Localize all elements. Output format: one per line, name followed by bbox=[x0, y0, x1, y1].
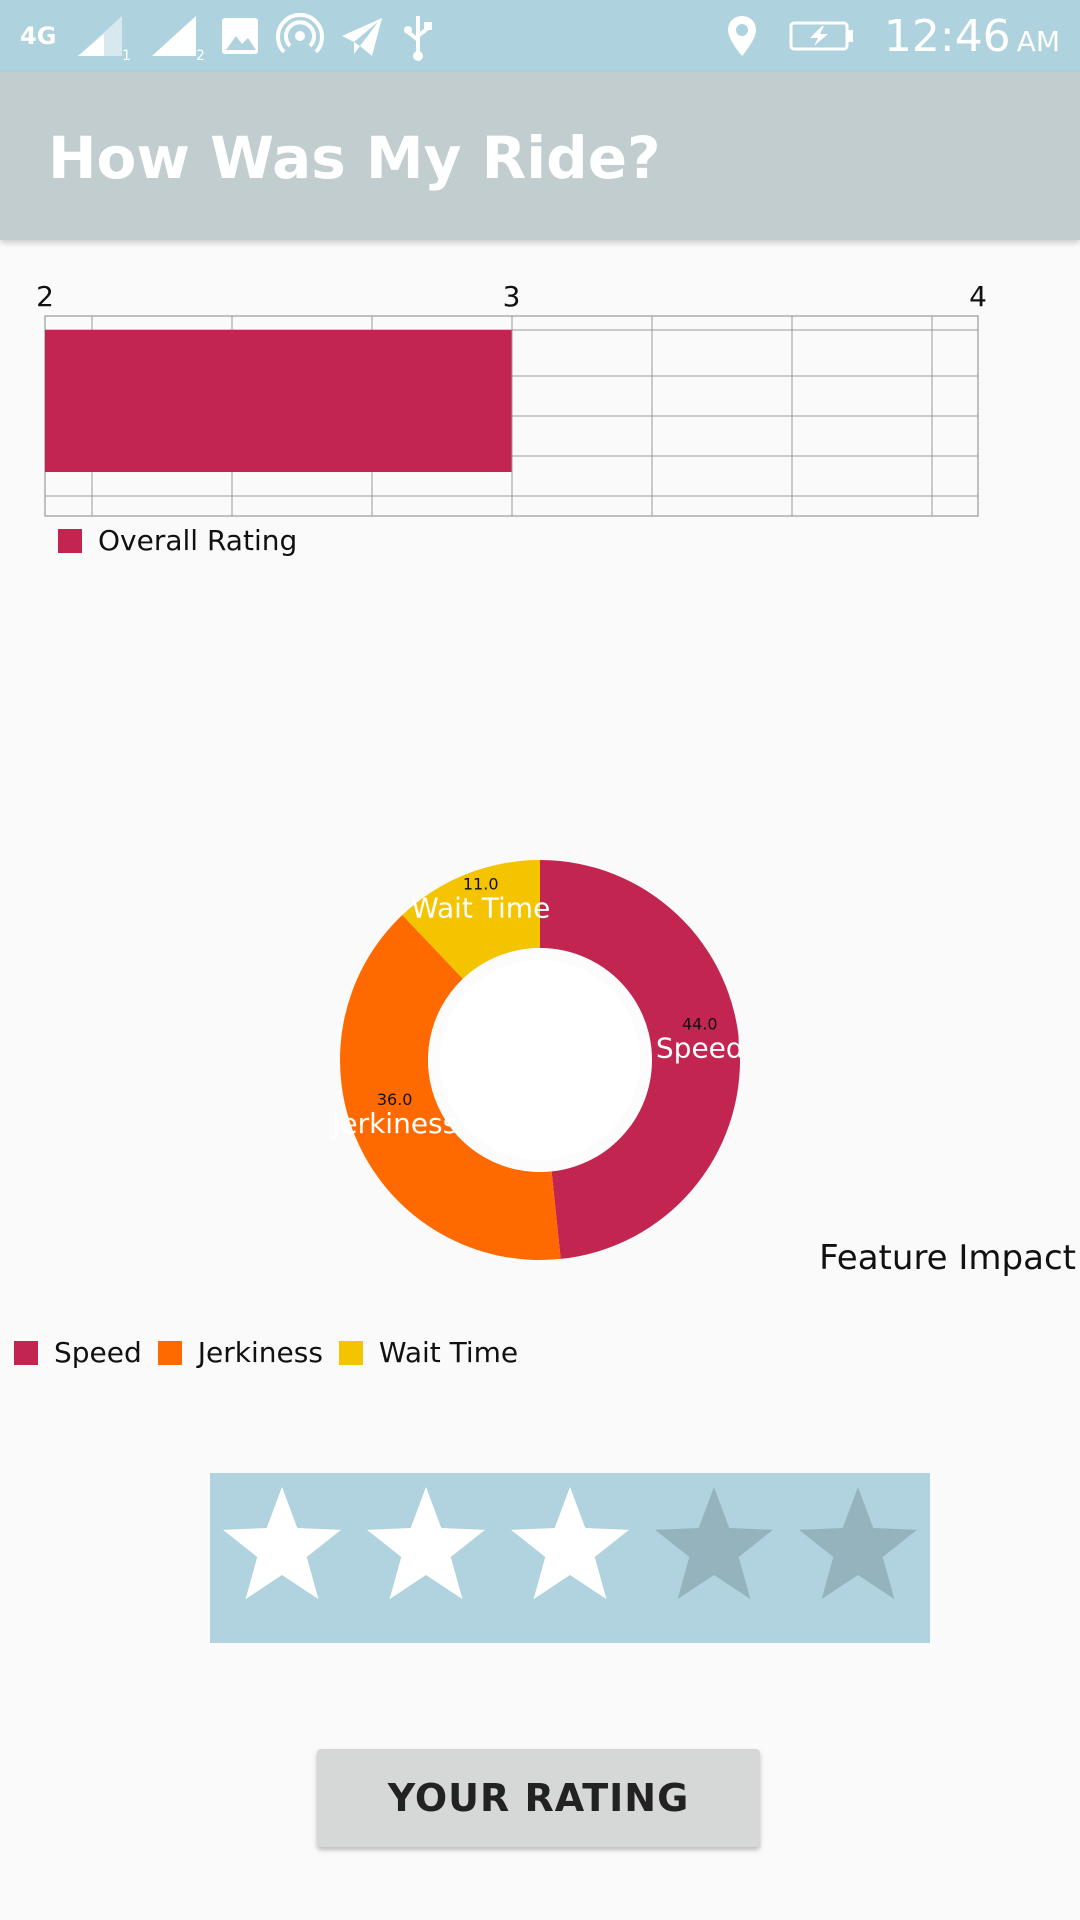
donut-slice-wait-time[interactable] bbox=[402, 860, 540, 979]
legend-swatch-jerkiness bbox=[157, 1340, 182, 1365]
svg-text:1: 1 bbox=[122, 48, 130, 62]
overall-rating-legend-label: Overall Rating bbox=[98, 524, 298, 557]
battery-charging-icon bbox=[789, 21, 853, 51]
svg-text:2: 2 bbox=[196, 48, 204, 62]
x-tick-label: 3 bbox=[503, 280, 521, 313]
legend-label-speed: Speed bbox=[54, 1336, 142, 1369]
donut-hole bbox=[440, 960, 640, 1160]
donut-slice-jerkiness[interactable] bbox=[339, 914, 561, 1260]
legend-item-speed: Speed bbox=[14, 1336, 142, 1369]
clock-ampm: AM bbox=[1016, 24, 1060, 58]
overall-rating-bar-chart: 2 3 4 bbox=[36, 280, 987, 517]
location-icon bbox=[727, 16, 756, 56]
clock-time: 12:46 bbox=[883, 10, 1011, 62]
slice-name-label: Speed bbox=[656, 1032, 744, 1065]
slice-name-label: Jerkiness bbox=[330, 1107, 457, 1140]
network-type-label: 4G bbox=[20, 22, 57, 50]
legend-swatch-wait-time bbox=[338, 1340, 363, 1365]
star-filled-icon[interactable] bbox=[367, 1487, 485, 1600]
legend-item-wait-time: Wait Time bbox=[338, 1336, 519, 1369]
slice-value-label: 36.0 bbox=[377, 1090, 413, 1109]
star-empty-icon[interactable] bbox=[799, 1487, 917, 1600]
slice-name-label: Wait Time bbox=[411, 891, 550, 924]
signal-sim1-icon: 1 bbox=[78, 16, 130, 62]
legend-label-wait-time: Wait Time bbox=[378, 1336, 519, 1369]
signal-sim2-icon: 2 bbox=[152, 16, 204, 62]
overall-rating-bar bbox=[45, 330, 512, 472]
donut-chart-title: Feature Impact bbox=[819, 1238, 1076, 1278]
x-tick-label: 4 bbox=[969, 280, 987, 313]
your-rating-button[interactable]: YOUR RATING bbox=[317, 1749, 760, 1847]
clock: 12:46 AM bbox=[884, 11, 1060, 62]
x-tick-label: 2 bbox=[36, 280, 54, 313]
star-filled-icon[interactable] bbox=[223, 1487, 341, 1600]
legend-label-jerkiness: Jerkiness bbox=[197, 1336, 323, 1369]
usb-icon bbox=[404, 16, 433, 61]
donut-slice-speed[interactable] bbox=[540, 860, 741, 1259]
gallery-icon bbox=[222, 18, 259, 54]
slice-value-label: 44.0 bbox=[682, 1015, 718, 1034]
page-title: How Was My Ride? bbox=[48, 124, 661, 192]
legend-item-jerkiness: Jerkiness bbox=[157, 1336, 323, 1369]
status-bar: 4G 1 2 bbox=[0, 0, 1080, 72]
telegram-icon bbox=[342, 18, 383, 56]
rating-bar[interactable] bbox=[210, 1473, 930, 1643]
bar-chart-legend: Overall Rating bbox=[58, 524, 297, 557]
app-bar: How Was My Ride? bbox=[0, 72, 1080, 240]
donut-chart-legend: Speed Jerkiness Wait Time bbox=[14, 1336, 534, 1369]
star-filled-icon[interactable] bbox=[511, 1487, 629, 1600]
hotspot-icon bbox=[276, 12, 325, 54]
legend-swatch-speed bbox=[14, 1340, 38, 1365]
bar-chart-ticks: 2 3 4 bbox=[36, 280, 987, 313]
slice-value-label: 11.0 bbox=[463, 874, 499, 893]
star-empty-icon[interactable] bbox=[655, 1487, 773, 1600]
overall-rating-legend-swatch bbox=[58, 528, 82, 553]
